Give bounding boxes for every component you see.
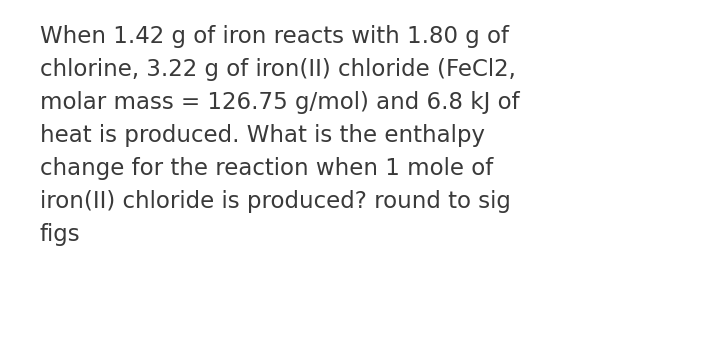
- Text: When 1.42 g of iron reacts with 1.80 g of
chlorine, 3.22 g of iron(II) chloride : When 1.42 g of iron reacts with 1.80 g o…: [40, 25, 519, 246]
